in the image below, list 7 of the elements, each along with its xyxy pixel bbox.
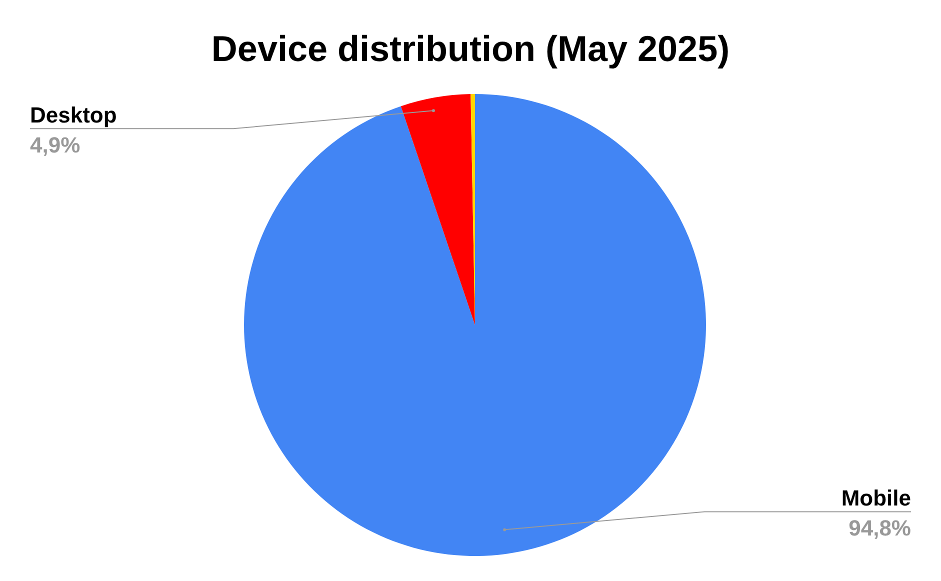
- chart-title: Device distribution (May 2025): [210, 28, 731, 70]
- slice-label: Mobile: [841, 486, 911, 511]
- data-label: 94,8%: [848, 516, 911, 541]
- data-label: 4,9%: [30, 132, 80, 158]
- pie-slice: [244, 94, 706, 556]
- pie-slice: [400, 94, 475, 325]
- slice-label: Desktop: [30, 102, 117, 128]
